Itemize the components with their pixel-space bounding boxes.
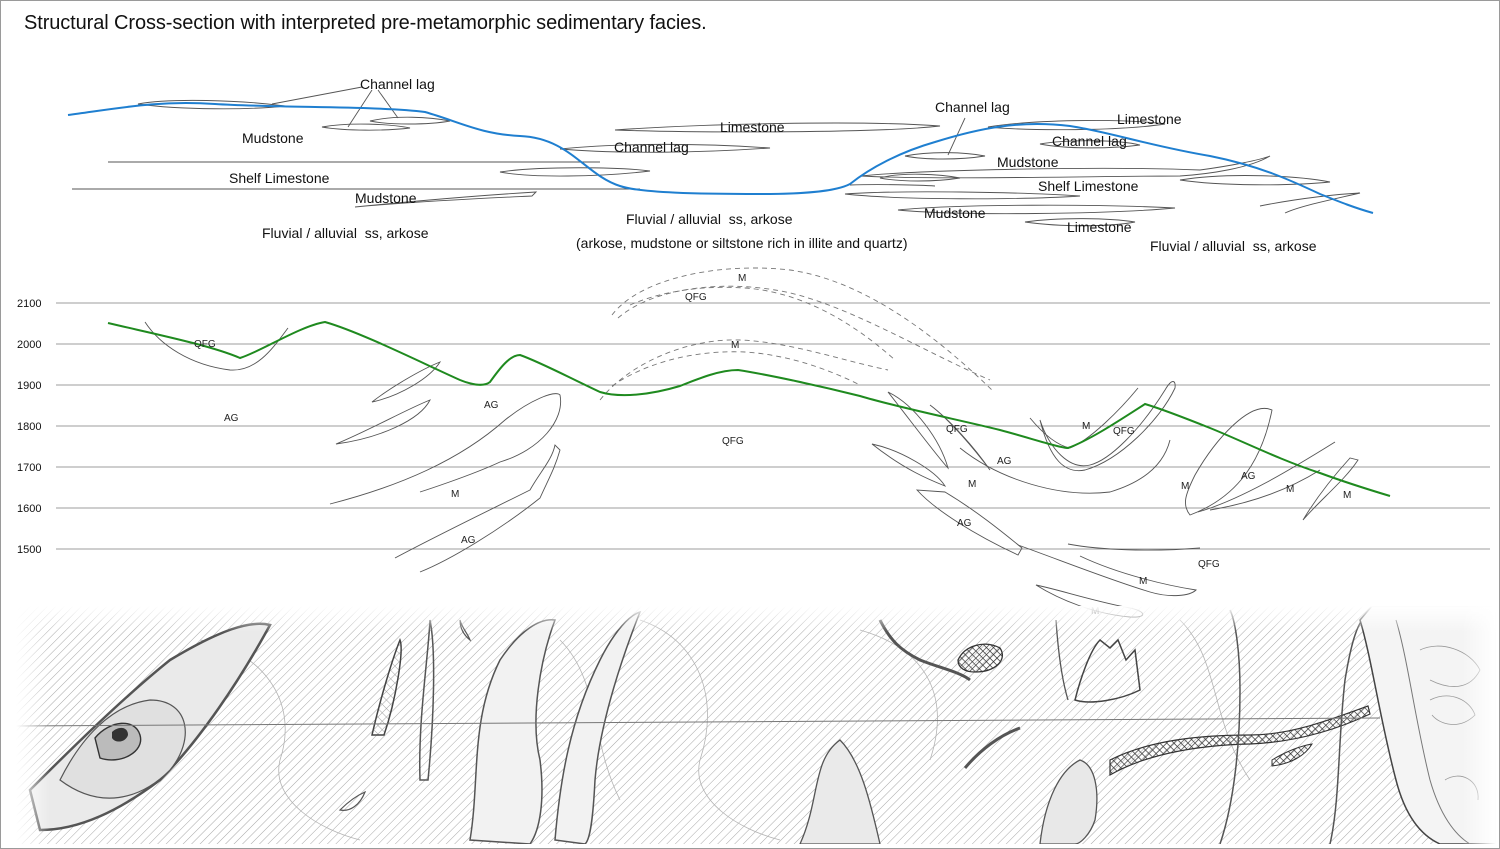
unit-label: AG <box>1241 471 1256 482</box>
topographic-profile-line <box>107 320 1391 497</box>
elevation-tick-label: 1800 <box>17 421 41 433</box>
unit-label: AG <box>224 413 239 424</box>
unit-outlines <box>144 321 1359 618</box>
unit-label: M <box>968 479 976 490</box>
unit-label: QFG <box>1113 426 1135 437</box>
facies-label: Mudstone <box>924 205 986 221</box>
facies-label: (arkose, mudstone or siltstone rich in i… <box>576 235 907 251</box>
elevation-grid <box>56 302 1490 550</box>
unit-label-group: QFG AG AG M AG M QFG M QFG QFG AG M AG M… <box>194 273 1351 617</box>
facies-label: Mudstone <box>355 190 417 206</box>
elevation-tick-label: 2100 <box>17 298 41 310</box>
facies-label: Fluvial / alluvial ss, arkose <box>1150 238 1317 254</box>
facies-label: Channel lag <box>935 99 1010 115</box>
facies-label: Shelf Limestone <box>1038 178 1139 194</box>
unit-label: M <box>1286 484 1294 495</box>
unit-label: M <box>1343 490 1351 501</box>
unit-label: M <box>731 340 739 351</box>
facies-label: Fluvial / alluvial ss, arkose <box>262 225 429 241</box>
facies-label: Channel lag <box>1052 133 1127 149</box>
unit-label: AG <box>484 400 499 411</box>
unit-label: M <box>1139 576 1147 587</box>
facies-label: Limestone <box>720 119 785 135</box>
projected-fold-lines <box>599 267 993 401</box>
unit-label: M <box>451 489 459 500</box>
facies-label: Channel lag <box>614 139 689 155</box>
facies-outlines <box>72 99 1361 227</box>
facies-panel <box>72 86 1361 227</box>
elevation-tick-label: 1600 <box>17 503 41 515</box>
elevation-axis: 2100 2000 1900 1800 1700 1600 1500 <box>17 298 41 556</box>
facies-label: Shelf Limestone <box>229 170 330 186</box>
unit-label: QFG <box>194 339 216 350</box>
elevation-tick-label: 1500 <box>17 544 41 556</box>
elevation-tick-label: 1700 <box>17 462 41 474</box>
geologic-map-strip <box>16 606 1496 844</box>
unit-label: M <box>1181 481 1189 492</box>
unit-label: AG <box>957 518 972 529</box>
elevation-tick-label: 2000 <box>17 339 41 351</box>
unit-label: QFG <box>722 436 744 447</box>
unit-label: QFG <box>946 424 968 435</box>
unit-label: AG <box>997 456 1012 467</box>
paleo-surface-line <box>67 101 1374 214</box>
unit-label: AG <box>461 535 476 546</box>
unit-label: M <box>738 273 746 284</box>
unit-label: QFG <box>1198 559 1220 570</box>
unit-label: QFG <box>685 292 707 303</box>
facies-label: Channel lag <box>360 76 435 92</box>
facies-label: Mudstone <box>242 130 304 146</box>
facies-label: Fluvial / alluvial ss, arkose <box>626 211 793 227</box>
figure-title: Structural Cross-section with interprete… <box>24 12 707 34</box>
unit-label: M <box>1082 421 1090 432</box>
facies-label-group: Channel lag Mudstone Shelf Limestone Mud… <box>229 76 1317 254</box>
facies-label: Limestone <box>1067 219 1132 235</box>
facies-label: Limestone <box>1117 111 1182 127</box>
facies-label: Mudstone <box>997 154 1059 170</box>
elevation-tick-label: 1900 <box>17 380 41 392</box>
